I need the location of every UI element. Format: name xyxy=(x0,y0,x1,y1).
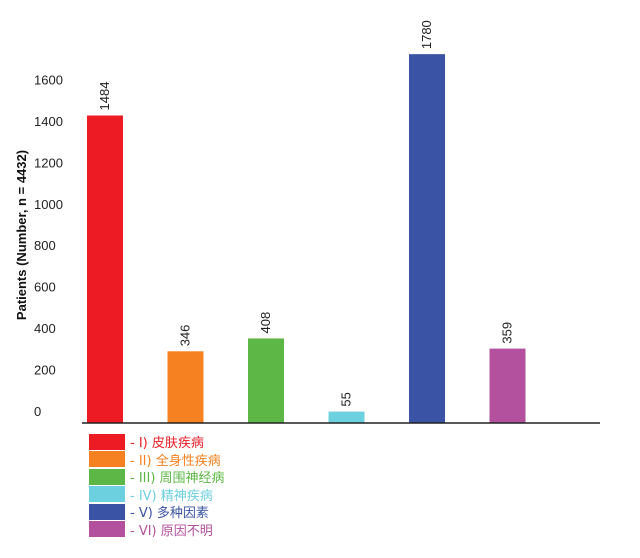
legend-item: - II) 全身性疾病 xyxy=(89,451,225,469)
y-tick-label: 400 xyxy=(34,321,56,336)
y-tick-label: 800 xyxy=(34,238,56,253)
bar-5 xyxy=(409,54,445,424)
legend-item: - I) 皮肤疾病 xyxy=(89,433,225,451)
legend: - I) 皮肤疾病 - II) 全身性疾病 - III) 周围神经病 - IV) 精神… xyxy=(89,433,225,539)
legend-item: - III) 周围神经病 xyxy=(89,468,225,486)
legend-label: - IV) 精神疾病 xyxy=(130,488,213,504)
y-axis-title: Patients (Number, n = 4432) xyxy=(14,150,29,320)
legend-label: - I) 皮肤疾病 xyxy=(130,436,204,452)
bar-3 xyxy=(248,338,284,423)
data-label-4: 55 xyxy=(339,392,354,406)
data-label-1: 1484 xyxy=(97,82,112,111)
bar-1 xyxy=(87,115,123,423)
data-label-5: 1780 xyxy=(419,20,434,49)
data-label-2: 346 xyxy=(178,325,193,347)
legend-swatch xyxy=(89,521,125,538)
bar-chart: Patients (Number, n = 4432) 0 200 400 600 80… xyxy=(14,20,600,424)
bar-6 xyxy=(489,348,526,423)
y-tick-label: 200 xyxy=(34,363,56,378)
legend-swatch xyxy=(89,486,125,503)
legend-swatch xyxy=(89,468,125,485)
bar-2 xyxy=(167,351,204,423)
legend-label: - III) 周围神经病 xyxy=(130,471,225,487)
y-axis-ticks: 0 200 400 600 800 1000 1200 1400 1600 xyxy=(34,72,63,419)
legend-swatch xyxy=(89,451,125,468)
y-tick-label: 600 xyxy=(34,280,56,295)
legend-swatch xyxy=(89,503,125,520)
y-tick-label: 1000 xyxy=(34,197,63,212)
legend-item: - VI) 原因不明 xyxy=(89,521,225,539)
legend-item: - IV) 精神疾病 xyxy=(89,486,225,504)
legend-swatch xyxy=(89,433,125,450)
y-tick-label: 1600 xyxy=(34,72,63,87)
legend-label: - V) 多种因素 xyxy=(130,506,209,522)
y-axis-label: Patients (Number, n = 4432) xyxy=(14,150,29,320)
bar-4 xyxy=(328,411,365,423)
y-tick-label: 1200 xyxy=(34,155,63,170)
y-tick-label: 0 xyxy=(34,404,41,419)
legend-label: - II) 全身性疾病 xyxy=(130,453,221,469)
data-label-3: 408 xyxy=(258,312,273,334)
data-labels: 1484 346 408 55 1780 359 xyxy=(97,20,515,406)
legend-label: - VI) 原因不明 xyxy=(130,523,213,539)
data-label-6: 359 xyxy=(500,322,515,344)
y-tick-label: 1400 xyxy=(34,114,63,129)
legend-item: - V) 多种因素 xyxy=(89,503,225,521)
bars xyxy=(87,54,526,424)
